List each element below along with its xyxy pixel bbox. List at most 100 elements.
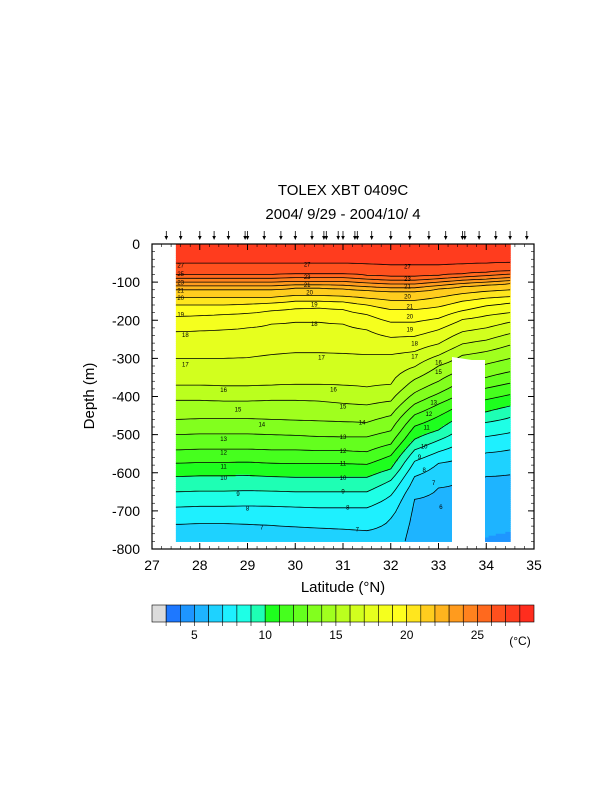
temperature-cell — [414, 449, 442, 453]
temperature-cell — [369, 289, 430, 293]
temperature-cell — [366, 421, 399, 424]
colorbar-swatch — [180, 604, 195, 623]
temperature-cell — [414, 425, 444, 428]
temperature-cell — [483, 297, 511, 300]
temperature-cell — [268, 324, 346, 327]
contour-label: 18 — [411, 342, 418, 348]
temperature-cell — [474, 438, 511, 441]
temperature-cell — [175, 266, 511, 270]
colorbar-swatch — [279, 604, 294, 623]
temperature-cell — [369, 314, 447, 318]
isotherm-line — [175, 283, 511, 293]
isotherm-line — [175, 296, 511, 311]
temperature-cell — [409, 442, 432, 445]
temperature-cell — [405, 491, 435, 495]
temperature-cell — [419, 388, 447, 392]
contour-label: 7 — [432, 481, 436, 487]
x-tick-label: 33 — [431, 557, 447, 573]
y-tick-label: -400 — [112, 389, 140, 405]
temperature-cell — [390, 516, 413, 520]
station-marker-head — [262, 236, 266, 240]
temperature-cell — [424, 285, 463, 289]
contour-label: 12 — [426, 412, 433, 418]
temperature-cell — [374, 447, 397, 451]
temperature-cell — [175, 478, 392, 481]
temperature-cell — [175, 325, 258, 329]
station-marker-head — [477, 236, 481, 240]
temperature-cell — [445, 284, 492, 287]
temperature-cell — [400, 417, 413, 420]
temperature-cell — [440, 427, 461, 430]
temperature-cell — [175, 407, 397, 411]
x-tick-label: 32 — [383, 557, 399, 573]
temperature-cell — [483, 339, 511, 342]
temperature-cell — [345, 352, 399, 356]
temperature-cell — [412, 465, 437, 468]
temperature-cell — [412, 428, 440, 432]
temperature-cell — [175, 375, 399, 379]
temperature-cell — [431, 442, 461, 445]
temperature-cell — [175, 495, 389, 499]
temperature-cell — [412, 417, 435, 420]
temperature-cell — [393, 381, 411, 384]
temperature-cell — [175, 411, 394, 415]
station-marker-head — [369, 236, 374, 240]
temperature-cell — [175, 337, 449, 340]
temperature-cell — [407, 409, 425, 413]
contour-label: 23 — [304, 275, 311, 281]
temperature-cell — [402, 386, 425, 390]
temperature-cell — [393, 491, 406, 495]
temperature-cell — [419, 348, 452, 352]
temperature-cell — [471, 341, 511, 344]
temperature-cell — [405, 436, 421, 440]
temperature-cell — [459, 331, 511, 335]
temperature-cell — [371, 305, 444, 308]
temperature-cell — [431, 318, 466, 321]
isotherm-line — [175, 312, 511, 338]
temperature-cell — [390, 413, 404, 417]
temperature-cell — [175, 482, 387, 485]
temperature-cell — [462, 272, 511, 276]
temperature-cell — [402, 465, 413, 468]
temperature-cell — [390, 383, 409, 386]
temperature-cell — [175, 345, 432, 348]
contour-label: 12 — [220, 450, 227, 456]
temperature-cell — [414, 366, 437, 369]
temperature-cell — [412, 451, 437, 455]
temperature-cell — [400, 482, 413, 485]
temperature-cell — [175, 486, 378, 489]
station-marker-head — [355, 236, 360, 240]
colorbar-swatch — [491, 604, 507, 623]
temperature-cell — [383, 499, 401, 502]
temperature-cell — [385, 497, 404, 501]
temperature-cell — [397, 459, 406, 462]
temperature-cell — [395, 510, 413, 514]
y-axis: 0 -100 -200 -300 -400 -500 -600 -700 -800 — [112, 236, 534, 557]
y-tick-label: -800 — [112, 541, 140, 557]
temperature-cell — [409, 484, 454, 487]
temperature-cell — [175, 514, 394, 518]
temperature-cell — [498, 407, 511, 411]
temperature-cell — [175, 263, 375, 266]
temperature-cell — [359, 303, 452, 306]
temperature-cell — [469, 299, 511, 302]
temperature-cell — [417, 299, 471, 302]
contour-label: 15 — [235, 408, 242, 414]
temperature-cell — [381, 470, 399, 474]
temperature-cell — [488, 274, 511, 278]
temperature-cell — [433, 367, 468, 371]
station-marker-head — [460, 236, 465, 240]
temperature-cell — [175, 457, 385, 461]
temperature-cell — [405, 411, 421, 415]
x-axis-label: Latitude (°N) — [301, 579, 385, 596]
temperature-cell — [436, 381, 461, 384]
temperature-cell — [175, 499, 385, 502]
temperature-cell — [369, 329, 437, 333]
temperature-cell — [493, 348, 511, 352]
temperature-cell — [175, 493, 392, 497]
temperature-cell — [471, 291, 511, 295]
temperature-cell — [438, 354, 463, 358]
temperature-cell — [505, 449, 511, 453]
colorbar-tick-label: 5 — [191, 628, 198, 642]
temperature-cell — [175, 282, 373, 285]
